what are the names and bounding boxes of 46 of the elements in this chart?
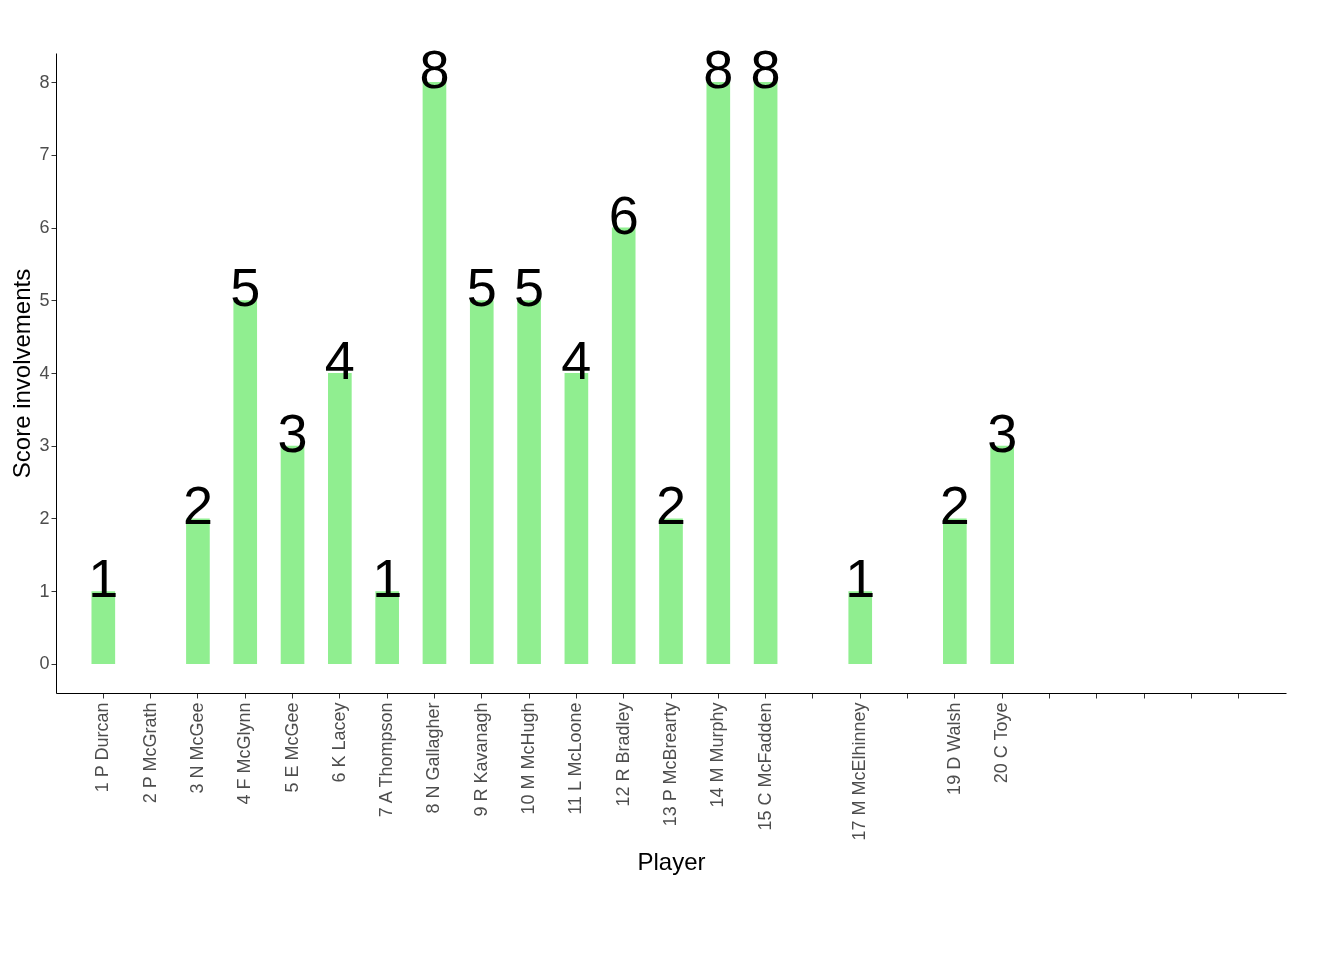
y-tick-label: 3	[39, 435, 50, 456]
x-tick-label: 17 M McElhinney	[849, 702, 870, 841]
y-tick-label: 0	[39, 653, 50, 674]
y-tick-label: 4	[39, 362, 50, 383]
y-tick-label: 2	[39, 507, 50, 528]
y-tick-label: 1	[39, 580, 50, 601]
data-label: 1	[845, 548, 876, 609]
x-tick-label: 13 P McBrearty	[660, 702, 680, 827]
x-tick-label: 10 M McHugh	[518, 702, 539, 815]
y-tick-label: 5	[39, 289, 50, 310]
data-label: 8	[419, 39, 450, 100]
data-label: 8	[703, 39, 734, 100]
x-tick-label: 2 P McGrath	[139, 702, 160, 804]
data-label: 2	[939, 475, 970, 536]
data-label: 6	[608, 184, 639, 245]
y-tick-label: 7	[39, 144, 50, 165]
data-label: 1	[88, 548, 119, 609]
x-tick-label: 12 R Bradley	[612, 702, 633, 807]
y-tick-label: 8	[39, 71, 50, 92]
x-tick-label: 7 A Thompson	[376, 702, 397, 818]
x-tick-label: 20 C Toye	[991, 702, 1012, 784]
data-label: 1	[372, 548, 403, 609]
data-label: 3	[987, 402, 1018, 463]
x-tick-label: 14 M Murphy	[707, 702, 728, 808]
data-label: 5	[514, 257, 545, 318]
x-tick-label: 4 F McGlynn	[234, 702, 255, 805]
data-label: 5	[230, 257, 261, 318]
data-label: 3	[277, 402, 308, 463]
x-tick-label: 1 P Durcan	[92, 702, 113, 793]
data-label: 5	[466, 257, 497, 318]
x-tick-label: 3 N McGee	[186, 702, 207, 794]
data-label: 2	[655, 475, 687, 536]
data-label: 8	[750, 39, 781, 100]
x-tick-label: 5 E McGee	[281, 702, 302, 793]
y-tick-label: 6	[39, 217, 50, 238]
x-tick-label: 19 D Walsh	[943, 702, 964, 795]
x-tick-label: 6 K Lacey	[328, 702, 349, 783]
x-tick-label: 15 C McFadden	[754, 702, 775, 831]
y-axis-title: Score involvements	[8, 268, 36, 479]
x-tick-label: 11 L McLoone	[565, 702, 586, 815]
data-label: 4	[324, 330, 355, 390]
data-label: 2	[182, 475, 213, 536]
x-tick-label: 8 N Gallagher	[423, 702, 444, 814]
x-axis-title: Player	[637, 847, 706, 875]
x-tick-label: 9 R Kavanagh	[470, 702, 491, 817]
data-label: 4	[561, 330, 592, 390]
